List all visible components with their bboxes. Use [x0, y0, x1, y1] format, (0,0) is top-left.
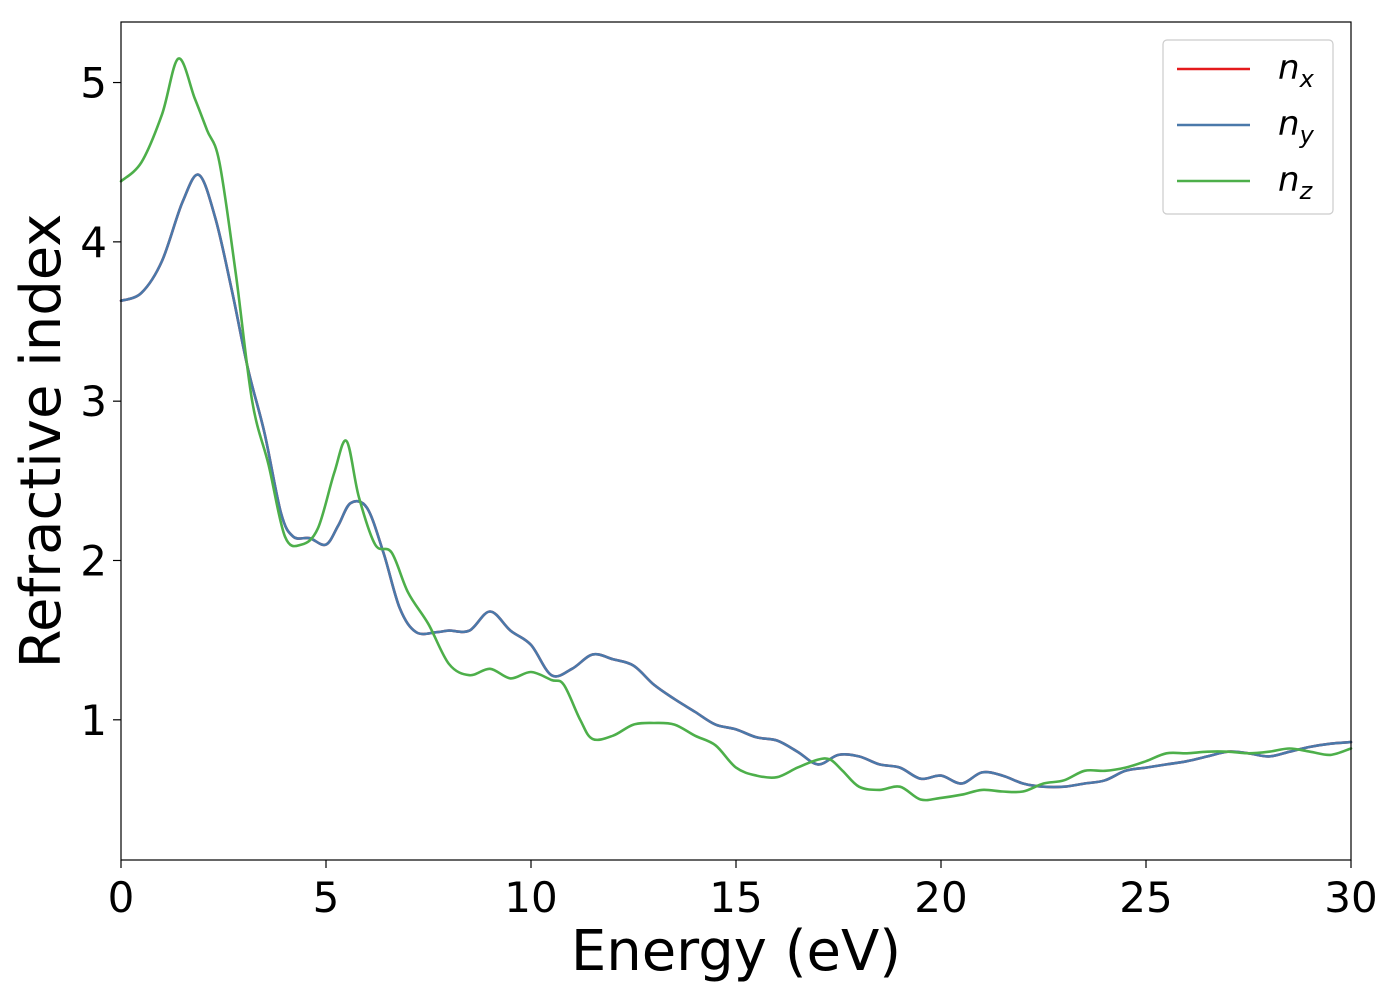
series-line-y: [119, 173, 1353, 789]
series-line-z: [119, 57, 1353, 802]
y-axis-title: Refractive index: [9, 214, 74, 669]
y-tick-label: 1: [80, 696, 107, 745]
x-tick-label: 10: [504, 873, 557, 922]
x-tick-label: 15: [709, 873, 762, 922]
y-tick-label: 2: [80, 536, 107, 585]
legend-label-z: nz: [1278, 160, 1314, 205]
x-tick-label: 0: [108, 873, 135, 922]
x-tick-label: 5: [313, 873, 340, 922]
y-tick-label: 5: [80, 59, 107, 108]
y-tick-label: 3: [80, 377, 107, 426]
legend-box: [1162, 39, 1334, 215]
x-axis-title: Energy (eV): [571, 919, 901, 984]
x-tick-label: 20: [914, 873, 967, 922]
x-tick-label: 30: [1324, 873, 1377, 922]
legend: nx ny nz: [1162, 39, 1334, 215]
y-axis-ticks: 1 2 3 4 5: [80, 59, 121, 745]
legend-label-x: nx: [1278, 48, 1315, 93]
x-tick-label: 25: [1119, 873, 1172, 922]
series-layer: [119, 57, 1353, 802]
y-tick-label: 4: [80, 218, 107, 267]
legend-label-y: ny: [1278, 104, 1315, 149]
x-axis-ticks: 0 5 10 15 20 25 30: [108, 860, 1378, 922]
